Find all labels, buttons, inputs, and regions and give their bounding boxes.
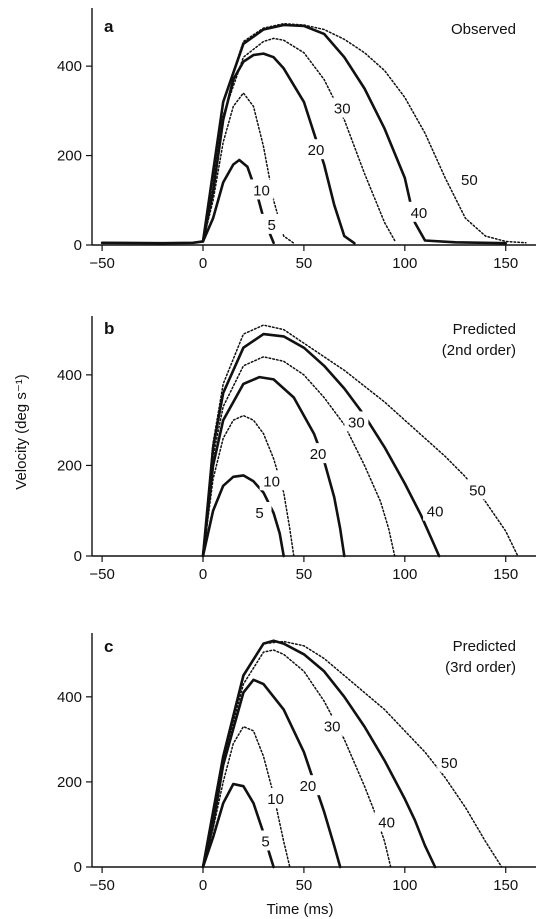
y-tick-label: 200	[57, 457, 82, 474]
y-tick-label: 0	[74, 548, 82, 565]
panel-title: (2nd order)	[442, 342, 516, 359]
x-tick-label: 100	[392, 255, 417, 272]
panel-c: c 0 200 400 −50 0 50 100 150 Predicted (3rd order…	[57, 633, 536, 894]
curve-label-bg	[247, 501, 272, 522]
curve-label-bg	[263, 787, 288, 808]
curve-label-50: 50	[469, 482, 486, 499]
panel-title: Predicted	[453, 321, 516, 338]
y-tick-label: 400	[57, 367, 82, 384]
y-axis-title: Velocity (deg s⁻¹)	[13, 374, 30, 489]
series-line-5	[201, 474, 286, 558]
curve-label-bg	[259, 470, 284, 491]
curve-label-bg	[304, 139, 329, 160]
curve-label-bg	[457, 169, 482, 190]
curve-label-bg	[249, 179, 274, 200]
curve-label-bg	[374, 811, 399, 832]
x-tick-label: −50	[89, 877, 114, 894]
curve-label-40: 40	[378, 814, 395, 831]
curve-label-5: 5	[261, 833, 269, 850]
panel-a: a 0 200 400 −50 0 50 100 150 Observed 5 10 20 30 40 50	[57, 8, 536, 272]
x-tick-label: 0	[199, 877, 207, 894]
x-tick-label: −50	[89, 566, 114, 583]
series-line-40	[201, 332, 441, 558]
curve-label-20: 20	[300, 778, 317, 795]
series-line-30	[202, 356, 396, 557]
x-tick-label: 150	[493, 255, 518, 272]
curve-label-30: 30	[348, 414, 365, 431]
series-line-10	[202, 414, 295, 557]
curve-label-bg	[320, 715, 345, 736]
y-tick-label: 400	[57, 58, 82, 75]
curve-label-50: 50	[461, 172, 478, 189]
curve-label-bg	[406, 201, 431, 222]
curve-label-20: 20	[308, 142, 325, 159]
series-line-30	[202, 37, 396, 243]
curve-label-bg	[423, 500, 448, 521]
curve-label-bg	[330, 97, 355, 118]
series-line-50	[202, 22, 527, 244]
series-line-50	[202, 640, 503, 868]
curve-label-bg	[259, 213, 284, 234]
curve-label-20: 20	[310, 446, 327, 463]
x-tick-label: 150	[493, 566, 518, 583]
x-tick-label: 50	[296, 255, 313, 272]
y-tick-label: 0	[74, 237, 82, 254]
curve-label-5: 5	[267, 217, 275, 234]
x-axis-title: Time (ms)	[267, 901, 334, 918]
panel-b: b 0 200 400 −50 0 50 100 150 Predicted (2nd order…	[57, 316, 536, 583]
panel-c-letter: c	[104, 637, 113, 656]
curve-label-40: 40	[411, 205, 428, 222]
y-tick-label: 200	[57, 774, 82, 791]
x-tick-label: −50	[89, 255, 114, 272]
curve-label-10: 10	[263, 473, 280, 490]
curve-label-bg	[465, 479, 490, 500]
curve-label-5: 5	[255, 505, 263, 522]
y-tick-label: 400	[57, 689, 82, 706]
panel-title: Observed	[451, 21, 516, 38]
series-line-40	[201, 23, 508, 245]
curve-label-10: 10	[267, 791, 284, 808]
series-line-30	[202, 649, 392, 868]
curve-label-50: 50	[441, 755, 458, 772]
x-tick-label: 50	[296, 877, 313, 894]
curve-label-bg	[437, 751, 462, 772]
curve-label-30: 30	[334, 101, 351, 118]
panel-title: (3rd order)	[445, 659, 516, 676]
panel-title: Predicted	[453, 638, 516, 655]
series-line-20	[201, 678, 342, 869]
curve-label-30: 30	[324, 719, 341, 736]
curve-label-bg	[344, 411, 369, 432]
x-tick-label: 150	[493, 877, 518, 894]
curve-label-40: 40	[427, 504, 444, 521]
series-line-40	[201, 639, 437, 869]
y-tick-label: 200	[57, 148, 82, 165]
series-line-10	[202, 725, 291, 868]
panel-a-letter: a	[104, 17, 114, 36]
curve-label-bg	[253, 830, 278, 851]
x-tick-label: 100	[392, 877, 417, 894]
x-tick-label: 0	[199, 255, 207, 272]
series-line-5	[100, 158, 275, 245]
panel-b-letter: b	[104, 319, 114, 338]
x-tick-label: 100	[392, 566, 417, 583]
x-tick-label: 50	[296, 566, 313, 583]
y-tick-label: 0	[74, 859, 82, 876]
x-tick-label: 0	[199, 566, 207, 583]
curve-label-bg	[295, 775, 320, 796]
curve-label-bg	[306, 443, 331, 464]
series-line-20	[201, 375, 346, 558]
curve-label-10: 10	[253, 182, 270, 199]
